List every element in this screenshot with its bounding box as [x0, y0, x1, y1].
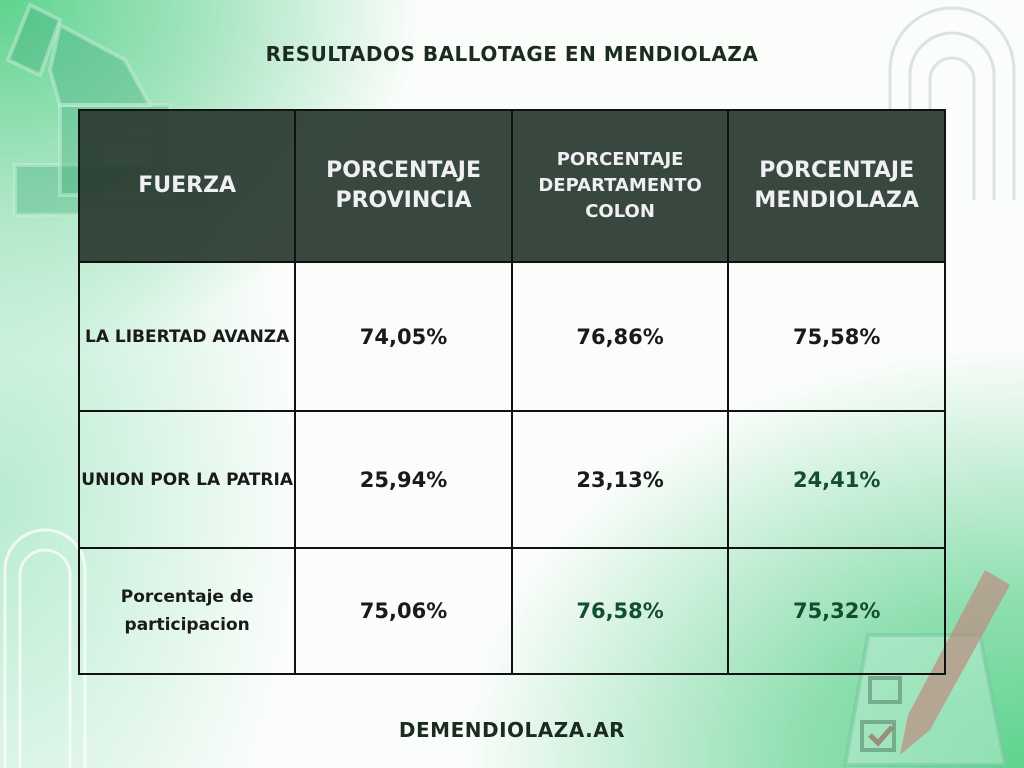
- mendiolaza-cell: 24,41%: [727, 410, 946, 549]
- departamento-cell: 76,86%: [510, 261, 730, 412]
- mendiolaza-cell: 75,32%: [727, 547, 946, 675]
- fuerza-cell: LA LIBERTAD AVANZA: [77, 261, 297, 412]
- provincia-cell: 75,06%: [294, 547, 513, 675]
- table-row: UNION POR LA PATRIA 25,94% 23,13% 24,41%: [77, 410, 946, 549]
- provincia-cell: 74,05%: [294, 261, 513, 412]
- header-fuerza: FUERZA: [77, 109, 297, 263]
- header-provincia: PORCENTAJE PROVINCIA: [294, 109, 513, 263]
- provincia-cell: 25,94%: [294, 410, 513, 549]
- departamento-cell: 23,13%: [510, 410, 730, 549]
- page-title: RESULTADOS BALLOTAGE EN MENDIOLAZA: [265, 42, 759, 66]
- fuerza-cell: Porcentaje de participacion: [77, 547, 297, 675]
- site-url: DEMENDIOLAZA.AR: [398, 718, 626, 742]
- header-mendiolaza: PORCENTAJE MENDIOLAZA: [727, 109, 946, 263]
- table-row: LA LIBERTAD AVANZA 74,05% 76,86% 75,58%: [77, 261, 946, 412]
- header-departamento: PORCENTAJE DEPARTAMENTO COLON: [510, 109, 730, 263]
- fuerza-cell: UNION POR LA PATRIA: [77, 410, 297, 549]
- results-table: FUERZA PORCENTAJE PROVINCIA PORCENTAJE D…: [77, 109, 946, 675]
- table-row: Porcentaje de participacion 75,06% 76,58…: [77, 547, 946, 675]
- mendiolaza-cell: 75,58%: [727, 261, 946, 412]
- table-header-row: FUERZA PORCENTAJE PROVINCIA PORCENTAJE D…: [77, 109, 946, 263]
- departamento-cell: 76,58%: [510, 547, 730, 675]
